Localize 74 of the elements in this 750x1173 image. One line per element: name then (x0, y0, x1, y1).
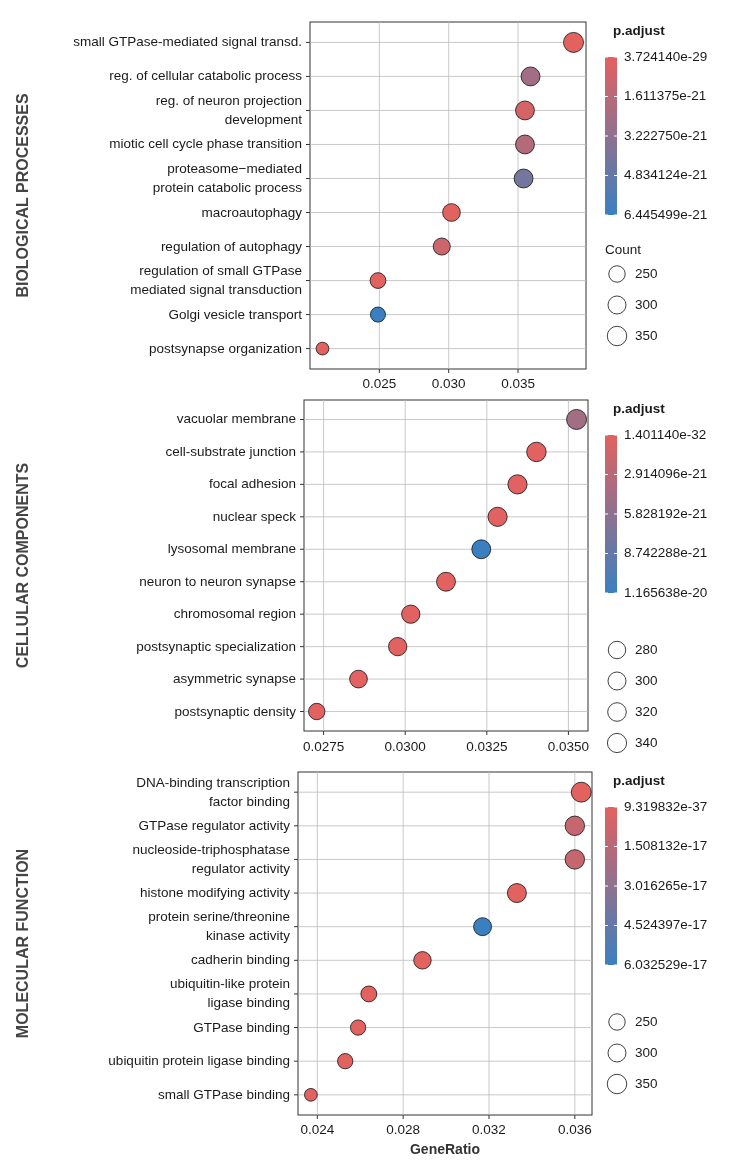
color-bar-label: 6.032529e-17 (624, 956, 708, 972)
color-bar-label: 6.445499e-21 (624, 206, 708, 222)
x-tick-label: 0.025 (362, 375, 397, 391)
y-tick-label: postsynaptic specialization (136, 638, 296, 654)
y-tick-label: lysosomal membrane (167, 540, 296, 556)
legend-title: Count (605, 241, 642, 257)
color-bar-title: p.adjust (613, 22, 666, 38)
x-tick-label: 0.030 (431, 375, 466, 391)
y-tick-label: regulation of autophagy (160, 238, 303, 254)
legend-label: 350 (635, 327, 658, 343)
legend-label: 250 (635, 1013, 658, 1029)
color-bar-label: 2.914096e-21 (624, 466, 708, 482)
y-tick-label: macroautophagy (201, 204, 303, 220)
legend-label: 320 (635, 703, 658, 719)
x-tick-label: 0.036 (557, 1121, 592, 1137)
legend-label: 280 (635, 641, 658, 657)
y-tick-label: chromosomal region (173, 605, 296, 621)
y-tick-label: reg. of cellular catabolic process (109, 67, 303, 83)
x-tick-label: 0.028 (386, 1121, 421, 1137)
y-tick-label: protein serine/threonine kinase activity (148, 908, 291, 943)
y-tick-label: small GTPase binding (157, 1086, 290, 1102)
x-tick-label: 0.0325 (466, 738, 508, 754)
y-tick-label: nucleoside-triphosphatase regulator activity (132, 841, 291, 876)
color-bar-label: 8.742288e-21 (624, 545, 708, 561)
y-tick-label: GTPase regulator activity (138, 817, 291, 833)
x-tick-label: 0.024 (300, 1121, 335, 1137)
y-tick-label: reg. of neuron projection development (155, 92, 303, 127)
color-bar-label: 3.222750e-21 (624, 127, 708, 143)
y-tick-label: regulation of small GTPase mediated signal transduction (130, 262, 302, 297)
legend-label: 300 (635, 296, 658, 312)
y-tick-label: ubiquitin-like protein ligase binding (169, 976, 290, 1010)
y-tick-label: proteasome−mediated protein catabolic process (152, 160, 303, 195)
color-bar-label: 9.319832e-37 (624, 798, 708, 814)
x-tick-label: 0.035 (501, 375, 535, 391)
x-axis-title: GeneRatio (409, 1140, 481, 1157)
color-bar-label: 1.611375e-21 (624, 88, 707, 104)
color-bar-label: 5.828192e-21 (624, 505, 708, 521)
color-bar-label: 3.724140e-29 (624, 48, 708, 64)
legend-label: 250 (635, 265, 658, 281)
color-bar-label: 1.508132e-17 (624, 838, 708, 854)
x-tick-label: 0.0350 (547, 738, 590, 754)
color-bar-label: 4.524397e-17 (624, 917, 708, 933)
legend-label: 340 (635, 734, 658, 750)
y-tick-label: GTPase binding (193, 1019, 290, 1035)
y-tick-label: cell-substrate junction (165, 443, 296, 459)
y-axis-title: MOLECULAR FUNCTION (14, 848, 32, 1039)
y-tick-label: cadherin binding (190, 951, 290, 967)
legend-label: 300 (635, 1044, 658, 1060)
color-bar-label: 1.165638e-20 (624, 584, 708, 600)
y-tick-label: neuron to neuron synapse (139, 573, 296, 589)
y-tick-label: DNA-binding transcription factor binding (136, 774, 290, 809)
y-tick-label: nuclear speck (212, 508, 297, 524)
y-tick-label: small GTPase-mediated signal transd. (73, 33, 302, 49)
x-tick-label: 0.0275 (302, 738, 345, 754)
x-tick-label: 0.0300 (384, 738, 426, 754)
y-tick-label: vacuolar membrane (176, 411, 296, 427)
y-tick-label: Golgi vesicle transport (168, 306, 303, 322)
color-bar-title: p.adjust (613, 772, 666, 788)
legend-label: 350 (635, 1075, 658, 1091)
legend-label: 300 (635, 672, 658, 688)
color-bar-label: 3.016265e-17 (624, 877, 708, 893)
y-axis-title: CELLULAR COMPONENTS (14, 462, 32, 669)
color-bar-title: p.adjust (613, 400, 666, 416)
color-bar-label: 1.401140e-32 (624, 426, 707, 442)
y-axis-title: BIOLOGICAL PROCESSES (14, 93, 32, 298)
y-tick-label: histone modifying activity (139, 884, 291, 900)
y-tick-label: focal adhesion (208, 475, 296, 491)
x-tick-label: 0.032 (472, 1121, 506, 1137)
y-tick-label: miotic cell cycle phase transition (109, 136, 302, 152)
y-tick-label: ubiquitin protein ligase binding (108, 1052, 290, 1068)
color-bar-label: 4.834124e-21 (624, 167, 708, 183)
y-tick-label: postsynapse organization (148, 340, 302, 356)
y-tick-label: postsynaptic density (174, 703, 297, 719)
y-tick-label: asymmetric synapse (172, 670, 296, 686)
